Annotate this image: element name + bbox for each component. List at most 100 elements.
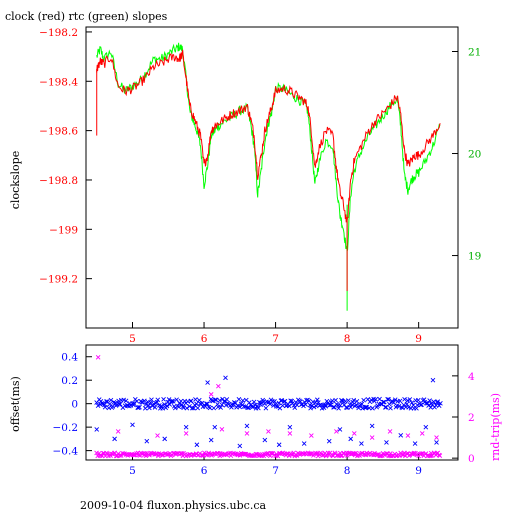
bottom-y-tick-label: −0.2 (53, 422, 79, 434)
offset-point (419, 402, 424, 408)
offset-point (354, 399, 360, 404)
roundtrip-point (254, 451, 260, 457)
offset-point (323, 403, 329, 409)
offset-point (131, 401, 137, 406)
offset-point (279, 397, 285, 403)
offset-point (363, 404, 368, 410)
offset-point (306, 398, 312, 404)
offset-point (259, 400, 264, 406)
roundtrip-point (266, 429, 271, 434)
offset-point (263, 405, 269, 411)
offset-point (303, 402, 308, 407)
offset-point (193, 397, 198, 402)
offset-point (183, 424, 189, 430)
offset-point (386, 397, 391, 402)
offset-point (123, 398, 129, 404)
roundtrip-point (179, 451, 185, 456)
roundtrip-point (288, 452, 294, 457)
roundtrip-point (154, 451, 160, 456)
offset-point (170, 398, 176, 404)
offset-point (108, 397, 114, 403)
offset-point (380, 399, 386, 405)
roundtrip-point (287, 431, 293, 436)
bottom-series-layer (94, 355, 443, 459)
top-y2-tick-label: 20 (468, 149, 481, 161)
offset-point (287, 424, 293, 430)
roundtrip-point (159, 452, 165, 458)
bottom-x-tick-label: 5 (129, 465, 136, 477)
rtc-series-line (96, 42, 441, 252)
top-x-tick-labels: 5 6 7 8 9 (129, 333, 422, 345)
offset-point (223, 375, 228, 381)
top-panel: −199.2 −199 −198.8 −198.6 −198.4 −198.2 19 20 2… (9, 26, 481, 345)
offset-point (407, 397, 413, 402)
offset-point (262, 437, 268, 443)
offset-point (412, 441, 418, 446)
top-x-tick-label: 5 (129, 333, 136, 345)
bottom-y2-tick-label: 2 (468, 412, 475, 424)
offset-point (359, 401, 365, 407)
bottom-x-tick-label: 8 (344, 465, 351, 477)
offset-point (251, 399, 257, 405)
top-x-tick-label: 9 (415, 333, 422, 345)
offset-point (384, 440, 389, 445)
offset-point (427, 398, 433, 403)
offset-point (388, 405, 393, 411)
roundtrip-point (278, 451, 283, 457)
roundtrip-point (223, 452, 228, 457)
top-x-tick-label: 6 (201, 333, 208, 345)
offset-point (301, 403, 306, 409)
offset-point (364, 404, 369, 410)
offset-point (385, 396, 390, 402)
top-y2-tick-label: 21 (468, 46, 481, 58)
offset-point (147, 405, 152, 411)
offset-point (351, 397, 357, 403)
offset-point (237, 404, 242, 410)
offset-point (184, 405, 190, 411)
offset-point (110, 404, 116, 409)
offset-point (286, 403, 292, 409)
offset-point (218, 405, 224, 410)
offset-point (298, 402, 304, 407)
roundtrip-point (297, 452, 303, 457)
bottom-x-tick-label: 6 (201, 465, 208, 477)
offset-point (162, 402, 167, 407)
roundtrip-point (353, 450, 359, 456)
roundtrip-point (381, 452, 387, 457)
roundtrip-series (94, 355, 443, 459)
offset-point (301, 441, 307, 446)
offset-point (217, 398, 223, 403)
offset-point (191, 405, 197, 411)
top-ticks (86, 31, 458, 328)
offset-point (130, 422, 135, 428)
offset-point (221, 399, 227, 404)
offset-point (137, 404, 142, 410)
offset-point (343, 405, 349, 410)
top-series-layer (96, 42, 441, 311)
offset-point (288, 398, 293, 404)
roundtrip-point (286, 453, 292, 459)
offset-point (169, 398, 175, 404)
roundtrip-point (115, 429, 121, 434)
bottom-panel: −0.4 −0.2 0 0.2 0.4 0 2 4 5 6 7 8 9 offset(ms) rnd… (9, 344, 502, 477)
bottom-plot-frame (85, 344, 459, 461)
offset-point (415, 397, 421, 403)
offset-point (155, 397, 161, 403)
offset-point (310, 399, 316, 405)
bottom-y2-tick-labels: 0 2 4 (468, 371, 475, 465)
offset-point (152, 405, 158, 410)
top-y-tick-label: −198.6 (39, 126, 78, 138)
offset-point (162, 436, 168, 442)
bottom-y2-axis-label: rnd-trip(ms) (489, 393, 502, 461)
offset-point (134, 399, 140, 404)
offset-point (327, 402, 332, 408)
offset-point (94, 427, 100, 432)
roundtrip-point (155, 433, 160, 438)
roundtrip-point (112, 450, 118, 456)
offset-point (208, 437, 214, 443)
top-y-tick-labels: −199.2 −199 −198.8 −198.6 −198.4 −198.2 (39, 27, 78, 286)
roundtrip-point (241, 451, 247, 457)
offset-point (237, 443, 243, 449)
offset-series (94, 375, 443, 449)
top-y-tick-label: −198.2 (39, 27, 78, 39)
